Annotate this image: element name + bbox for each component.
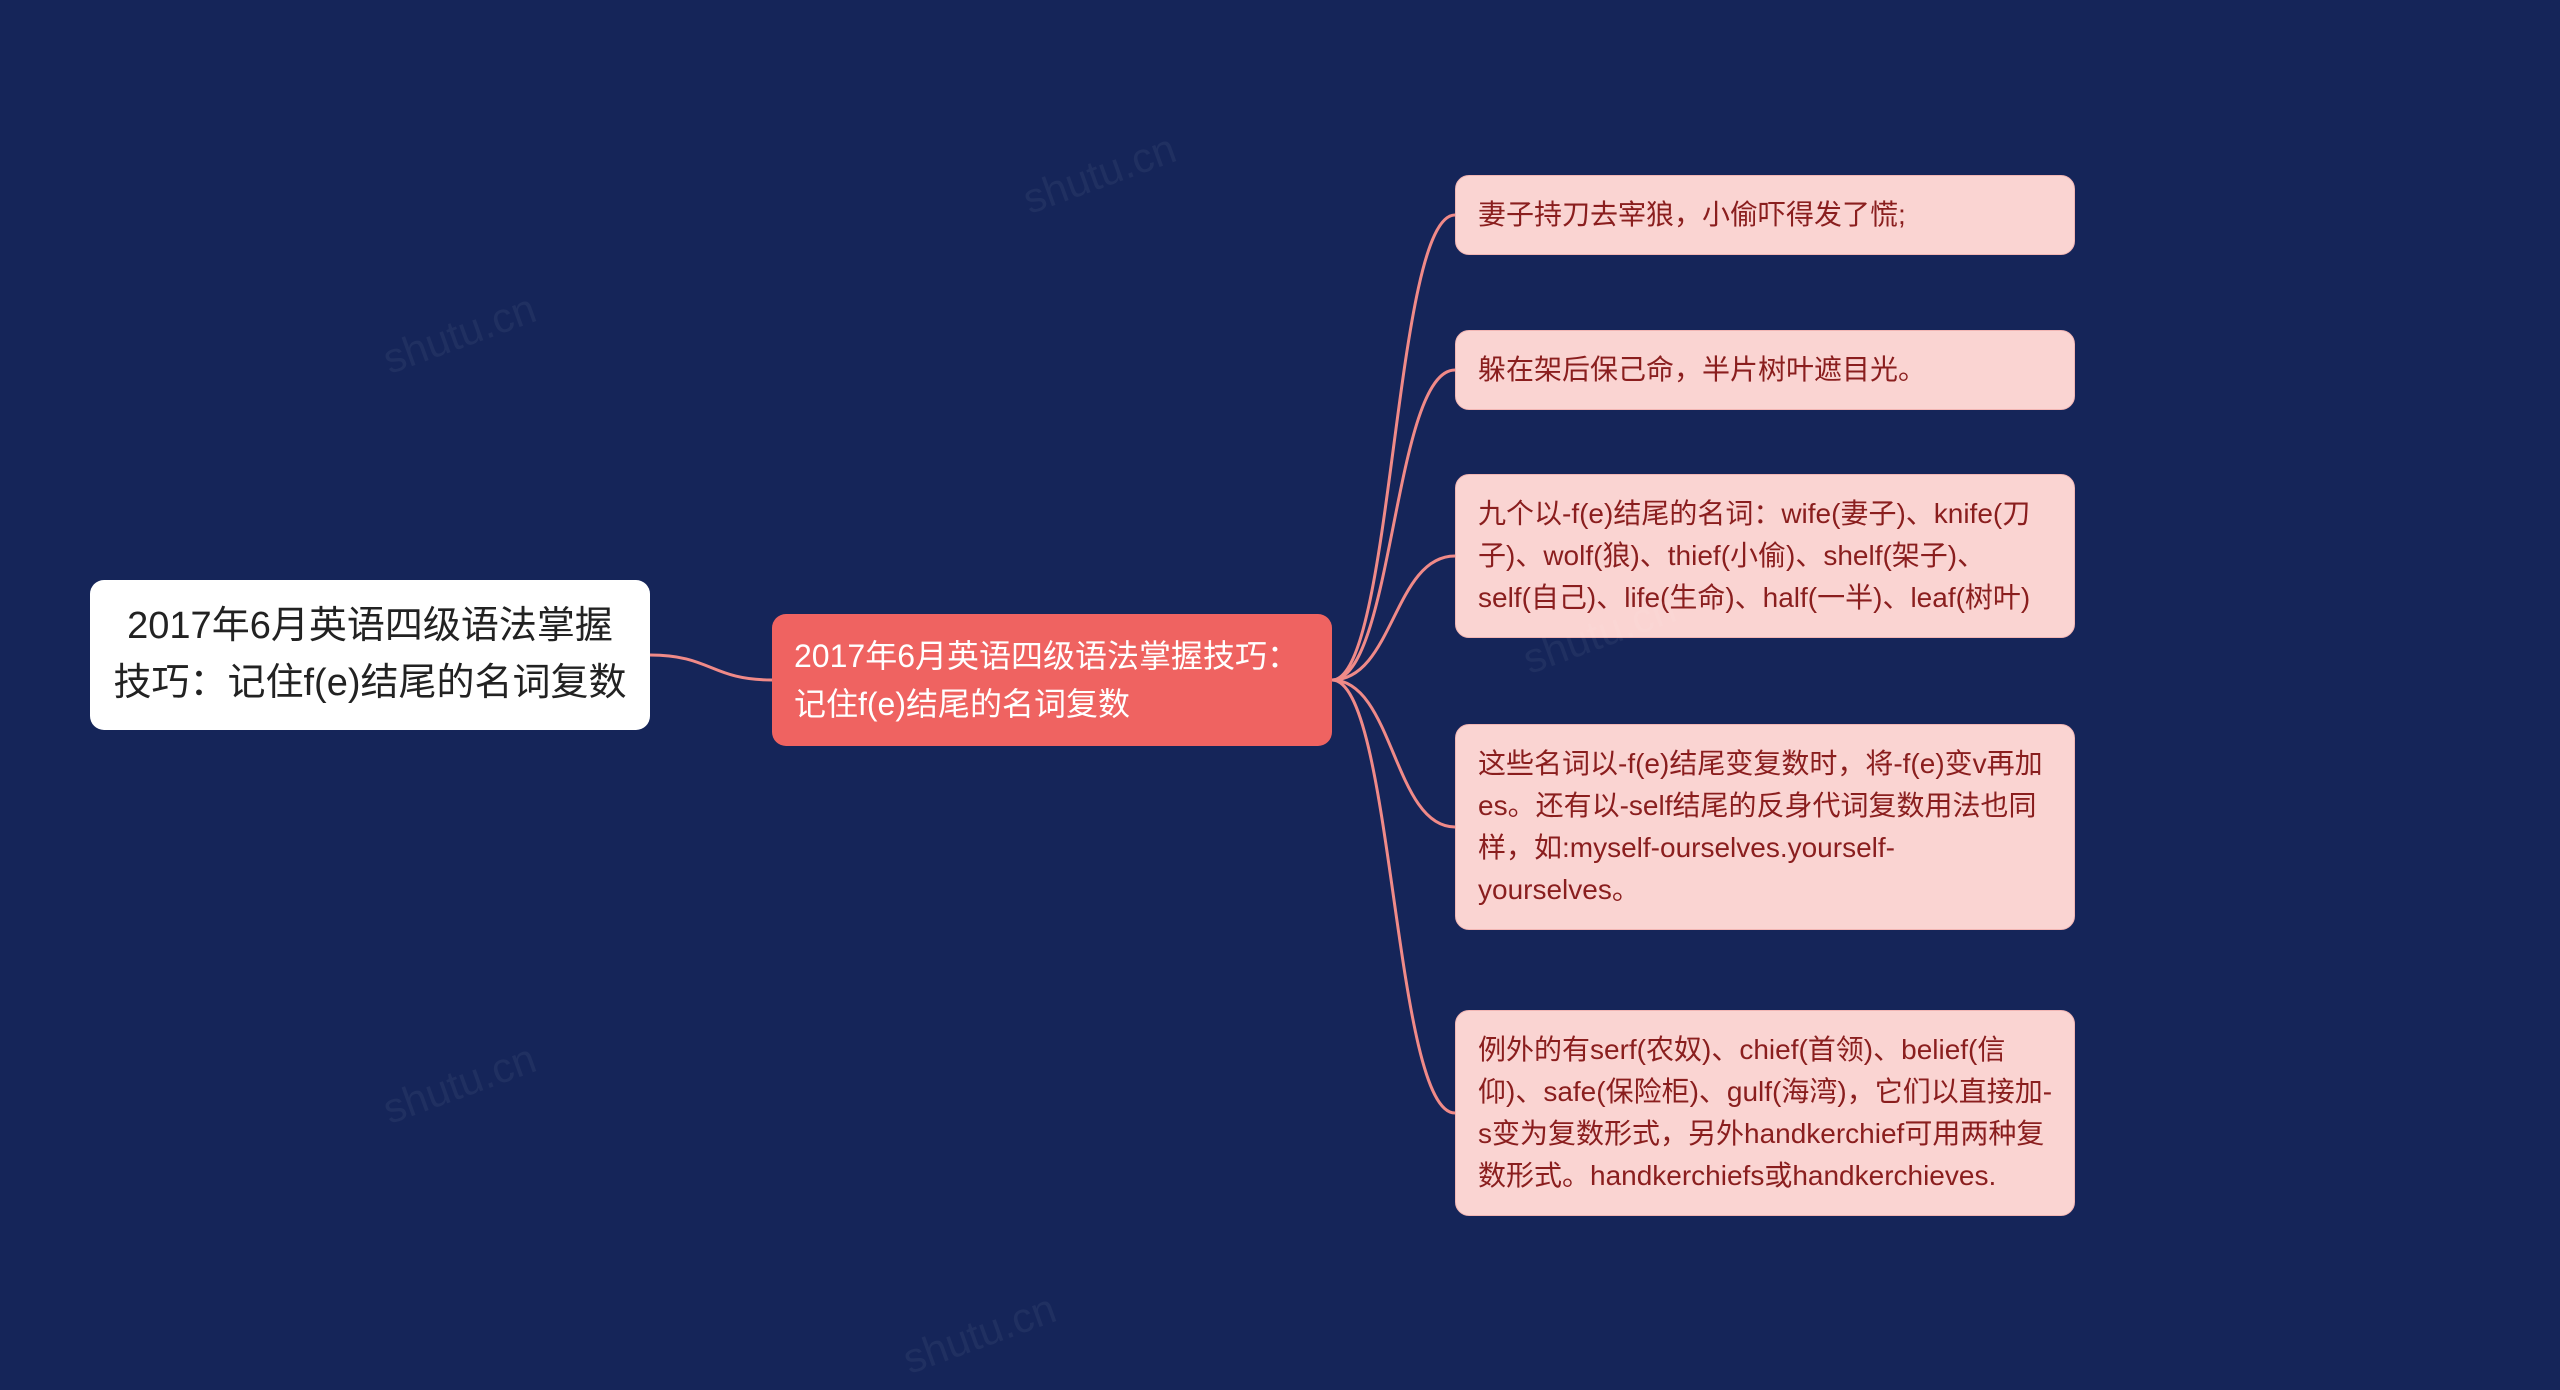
watermark-text: shutu.cn xyxy=(377,1034,543,1133)
mid-node: 2017年6月英语四级语法掌握技巧：记住f(e)结尾的名词复数 xyxy=(772,614,1332,746)
connector-path xyxy=(1332,556,1455,680)
connector-path xyxy=(1332,680,1455,1113)
leaf-node-0: 妻子持刀去宰狼，小偷吓得发了慌; xyxy=(1455,175,2075,255)
watermark-text: shutu.cn xyxy=(1017,124,1183,223)
leaf-node-4: 例外的有serf(农奴)、chief(首领)、belief(信仰)、safe(保… xyxy=(1455,1010,2075,1216)
leaf-node-1: 躲在架后保己命，半片树叶遮目光。 xyxy=(1455,330,2075,410)
connector-path xyxy=(1332,680,1455,827)
connector-path xyxy=(650,655,772,680)
leaf-node-text: 妻子持刀去宰狼，小偷吓得发了慌; xyxy=(1478,199,1906,230)
leaf-node-text: 九个以-f(e)结尾的名词：wife(妻子)、knife(刀子)、wolf(狼)… xyxy=(1478,498,2030,613)
connector-path xyxy=(1332,215,1455,680)
watermark-text: shutu.cn xyxy=(377,284,543,383)
watermark-text: shutu.cn xyxy=(897,1284,1063,1383)
root-node: 2017年6月英语四级语法掌握技巧：记住f(e)结尾的名词复数 xyxy=(90,580,650,730)
leaf-node-3: 这些名词以-f(e)结尾变复数时，将-f(e)变v再加es。还有以-self结尾… xyxy=(1455,724,2075,930)
leaf-node-2: 九个以-f(e)结尾的名词：wife(妻子)、knife(刀子)、wolf(狼)… xyxy=(1455,474,2075,638)
root-node-text: 2017年6月英语四级语法掌握技巧：记住f(e)结尾的名词复数 xyxy=(113,605,626,704)
leaf-node-text: 例外的有serf(农奴)、chief(首领)、belief(信仰)、safe(保… xyxy=(1478,1034,2052,1191)
mindmap-canvas: 2017年6月英语四级语法掌握技巧：记住f(e)结尾的名词复数 2017年6月英… xyxy=(0,0,2560,1390)
connector-path xyxy=(1332,370,1455,680)
mid-node-text: 2017年6月英语四级语法掌握技巧：记住f(e)结尾的名词复数 xyxy=(794,638,1299,722)
leaf-node-text: 躲在架后保己命，半片树叶遮目光。 xyxy=(1478,354,1926,385)
leaf-node-text: 这些名词以-f(e)结尾变复数时，将-f(e)变v再加es。还有以-self结尾… xyxy=(1478,748,2043,905)
